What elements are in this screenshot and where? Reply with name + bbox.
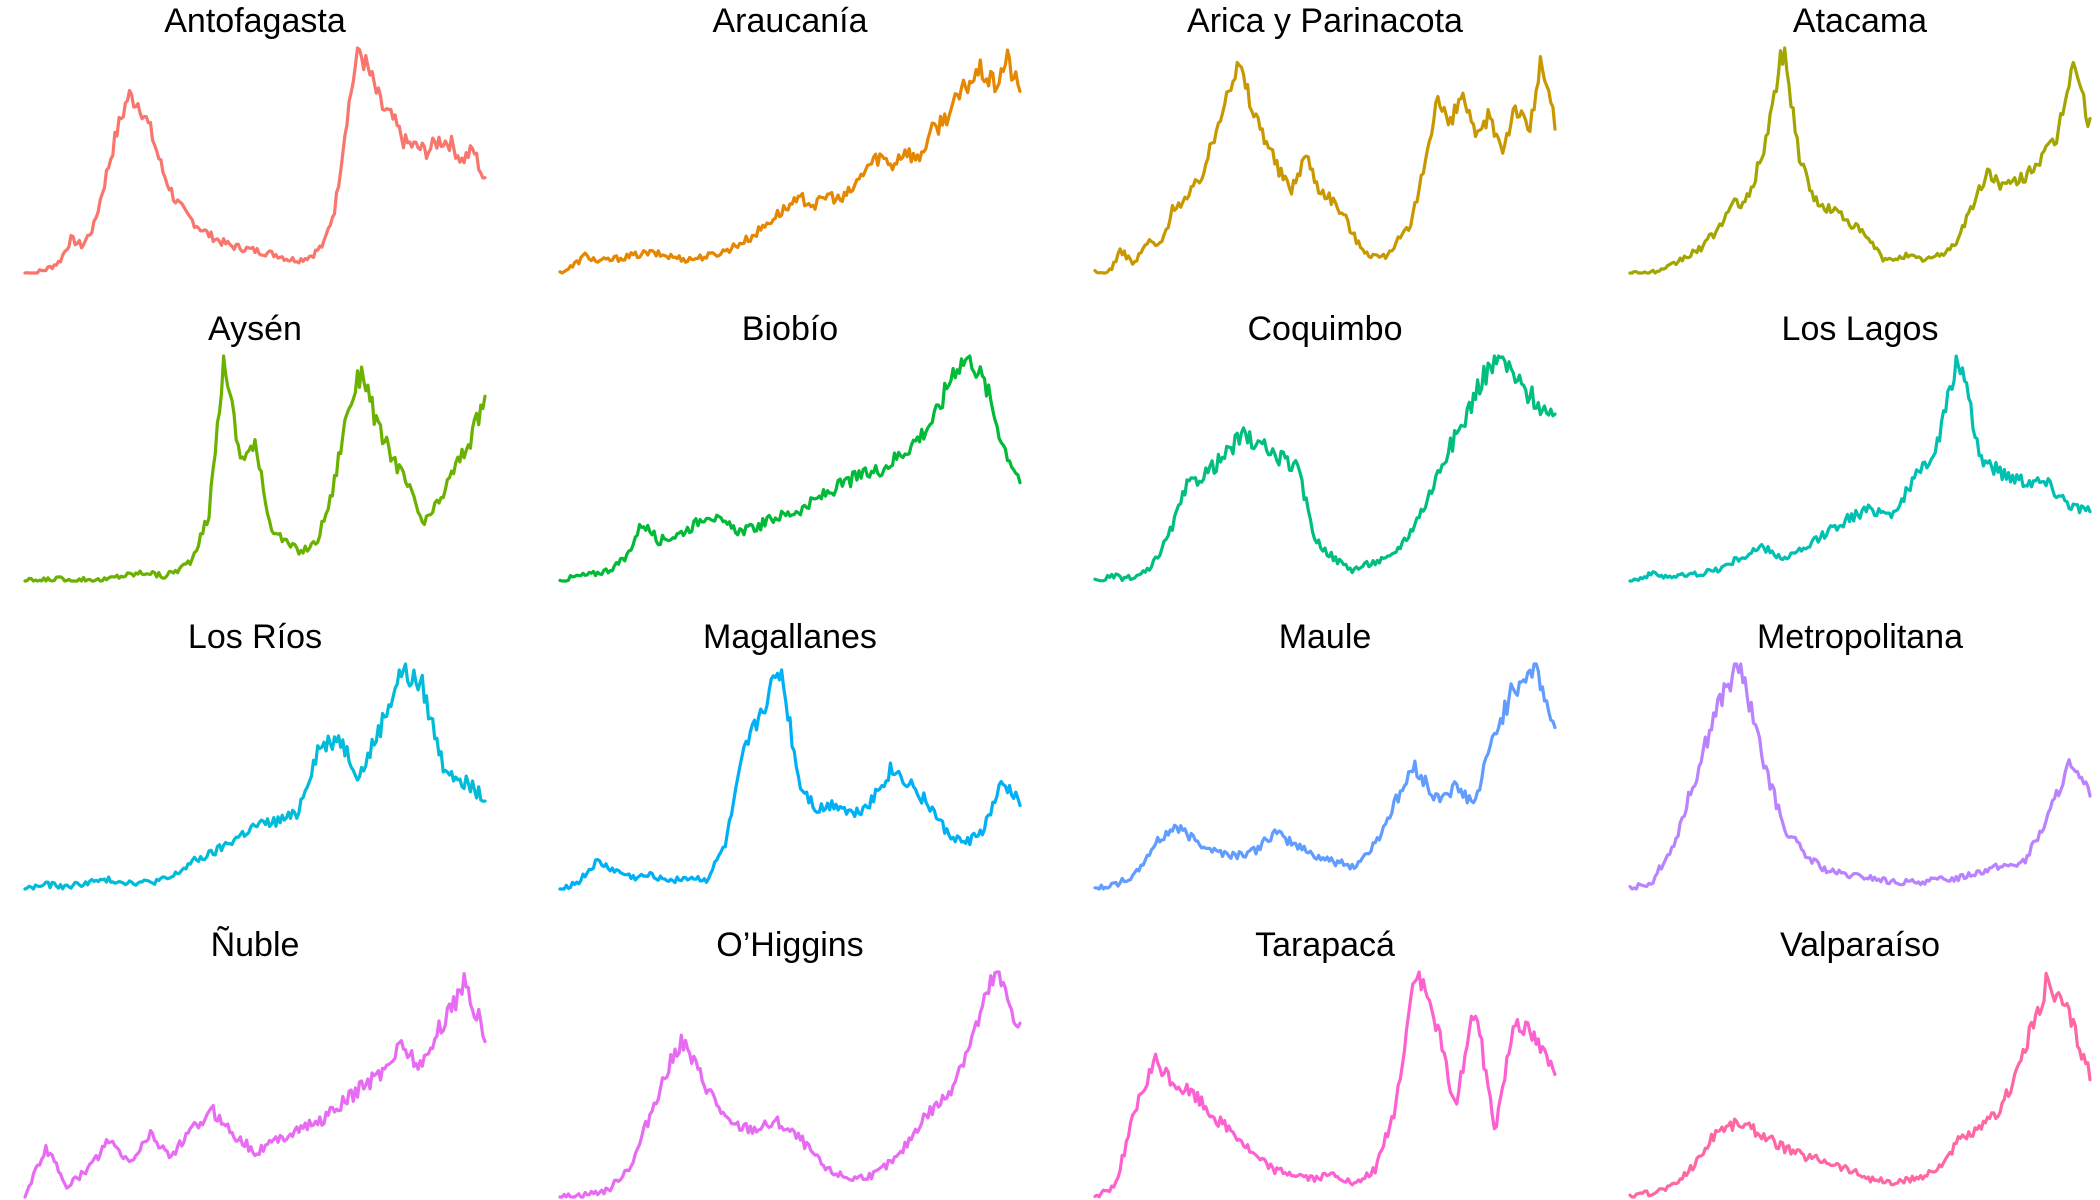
series-line <box>558 668 1022 891</box>
panel-atacama: Atacama <box>1628 2 2092 275</box>
series-line <box>1093 55 1557 275</box>
panel-title: Tarapacá <box>1255 926 1395 964</box>
series-line <box>1093 354 1557 583</box>
series-line <box>23 46 487 275</box>
panel-title: Coquimbo <box>1248 310 1403 348</box>
series-line <box>23 662 487 891</box>
panel-title: Biobío <box>742 310 838 348</box>
panel-magallanes: Magallanes <box>558 618 1022 891</box>
panel-arica-y-parinacota: Arica y Parinacota <box>1093 2 1557 275</box>
panel--uble: Ñuble <box>23 926 487 1199</box>
panel-coquimbo: Coquimbo <box>1093 310 1557 583</box>
series-line <box>23 972 487 1199</box>
panel-title: Magallanes <box>703 618 877 656</box>
panel-antofagasta: Antofagasta <box>23 2 487 275</box>
panel-title: Los Lagos <box>1782 310 1939 348</box>
panel-o-higgins: O’Higgins <box>558 926 1022 1199</box>
series-line <box>23 354 487 583</box>
panel-title: Ñuble <box>211 926 300 964</box>
panel-ays-n: Aysén <box>23 310 487 583</box>
series-line <box>1628 46 2092 275</box>
series-line <box>558 970 1022 1199</box>
series-line <box>1628 354 2092 583</box>
panel-title: Aysén <box>208 310 302 348</box>
panel-araucan-a: Araucanía <box>558 2 1022 275</box>
panel-valpara-so: Valparaíso <box>1628 926 2092 1199</box>
panel-title: Valparaíso <box>1780 926 1940 964</box>
panel-maule: Maule <box>1093 618 1557 891</box>
series-line <box>1093 662 1557 891</box>
series-line <box>1093 970 1557 1199</box>
panel-title: Atacama <box>1793 2 1927 40</box>
panel-metropolitana: Metropolitana <box>1628 618 2092 891</box>
panel-title: O’Higgins <box>716 926 863 964</box>
series-line <box>558 48 1022 275</box>
series-line <box>558 354 1022 583</box>
panel-title: Araucanía <box>713 2 868 40</box>
panel-los-r-os: Los Ríos <box>23 618 487 891</box>
panel-title: Antofagasta <box>164 2 346 40</box>
panel-tarapac-: Tarapacá <box>1093 926 1557 1199</box>
panel-title: Arica y Parinacota <box>1187 2 1463 40</box>
panel-title: Los Ríos <box>188 618 322 656</box>
series-line <box>1628 971 2092 1199</box>
panel-title: Maule <box>1279 618 1372 656</box>
panel-title: Metropolitana <box>1757 618 1963 656</box>
panel-biob-o: Biobío <box>558 310 1022 583</box>
series-line <box>1628 662 2092 891</box>
panel-los-lagos: Los Lagos <box>1628 310 2092 583</box>
